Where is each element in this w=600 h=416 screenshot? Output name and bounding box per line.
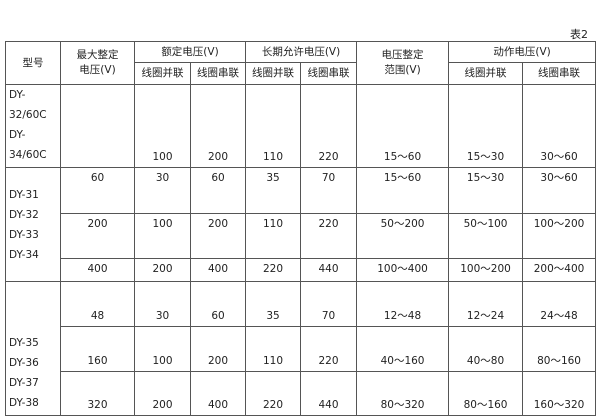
header-model: 型号 [5, 41, 61, 85]
model-name: DY-36 [9, 357, 39, 369]
cell-max: 200 [60, 213, 135, 259]
table-row: 160 100 200 110 220 40～160 40～80 80～160 [6, 326, 597, 372]
header-rated-voltage: 额定电压(V) [133, 41, 247, 63]
cell-long-parallel: 110 [245, 326, 302, 372]
cell-op-parallel: 15～30 [448, 84, 524, 168]
cell-long-parallel: 110 [245, 84, 302, 168]
cell-rated-series: 60 [189, 281, 247, 327]
table-row: DY-32/60C DY-34/60C 100 200 110 220 15～60… [5, 84, 597, 168]
cell-range: 15～60 [356, 84, 450, 168]
cell-long-series: 220 [300, 213, 358, 259]
subheader-op-series: 线圈串联 [522, 62, 597, 85]
cell-long-series: 440 [300, 258, 358, 282]
cell-op-parallel: 80～160 [448, 371, 524, 416]
cell-rated-series: 400 [189, 258, 247, 282]
subheader-rated-parallel: 线圈并联 [134, 62, 191, 85]
cell-long-series: 220 [300, 84, 358, 168]
table-row: 200 100 200 110 220 50～200 50～100 100～20… [6, 213, 597, 259]
cell-rated-parallel: 100 [134, 213, 191, 259]
header-max-setting-voltage: 最大整定电压(V) [60, 41, 135, 85]
cell-op-series: 160～320 [522, 371, 597, 416]
cell-long-parallel: 220 [245, 371, 302, 416]
cell-rated-parallel: 100 [134, 84, 191, 168]
cell-long-parallel: 35 [245, 281, 302, 327]
cell-op-series: 100～200 [522, 213, 597, 259]
header-line: 电压整定 [381, 49, 424, 61]
model-name: DY-31 [9, 188, 39, 201]
relay-spec-table: 型号 最大整定电压(V) 额定电压(V) 长期允许电压(V) 电压整定范围(V)… [5, 41, 597, 416]
cell-range: 100～400 [356, 258, 450, 282]
model-name: DY-37 [9, 377, 39, 389]
cell-max: 160 [60, 326, 135, 372]
cell-long-series: 70 [300, 281, 358, 327]
model-cell: DY-35 DY-36 DY-37 DY-38 [5, 281, 61, 416]
table-row: 400 200 400 220 440 100～400 100～200 200～… [6, 258, 597, 282]
model-name: DY-38 [9, 397, 39, 409]
subheader-long-parallel: 线圈并联 [245, 62, 302, 85]
table-row: DY-31 DY-32 DY-33 DY-34 60 30 60 35 70 15～6… [5, 167, 597, 282]
cell-long-parallel: 220 [245, 258, 302, 282]
header-line: 最大整定 [76, 49, 119, 61]
table-caption: 表2 [570, 28, 588, 41]
cell-max: 48 [60, 281, 135, 327]
cell-rated-parallel: 200 [134, 371, 191, 416]
header-long-term-voltage: 长期允许电压(V) [245, 41, 358, 63]
model-cell: DY-32/60C DY-34/60C [5, 84, 61, 168]
cell-op-parallel: 15～30 [448, 167, 524, 214]
cell-max: 60 [60, 167, 135, 214]
cell-range: 15～60 [356, 167, 450, 214]
cell-long-parallel: 110 [245, 213, 302, 259]
table-row: DY-35 DY-36 DY-37 DY-38 48 30 60 35 70 12～4… [5, 281, 597, 416]
cell-op-series: 24～48 [522, 281, 597, 327]
cell-range: 80～320 [356, 371, 450, 416]
cell-rated-parallel: 200 [134, 258, 191, 282]
cell-op-parallel: 50～100 [448, 213, 524, 259]
model-name: DY-34/60C [9, 129, 47, 161]
cell-op-series: 200～400 [522, 258, 597, 282]
cell-op-series: 80～160 [522, 326, 597, 372]
cell-max [60, 84, 135, 168]
model-name: DY-34 [9, 248, 39, 261]
cell-rated-series: 400 [189, 371, 247, 416]
model-name: DY-32/60C [9, 89, 47, 121]
model-name: DY-32 [9, 208, 39, 221]
cell-rated-parallel: 30 [134, 281, 191, 327]
cell-rated-series: 200 [189, 326, 247, 372]
cell-rated-series: 60 [189, 167, 247, 214]
subheader-long-series: 线圈串联 [300, 62, 358, 85]
cell-long-series: 220 [300, 326, 358, 372]
model-cell: DY-31 DY-32 DY-33 DY-34 [5, 167, 61, 282]
header-line: 电压(V) [79, 64, 116, 76]
model-name: DY-35 [9, 337, 39, 349]
cell-range: 40～160 [356, 326, 450, 372]
cell-long-parallel: 35 [245, 167, 302, 214]
cell-op-series: 30～60 [522, 84, 597, 168]
table-row: 320 200 400 220 440 80～320 80～160 160～32… [6, 371, 597, 416]
header-setting-range: 电压整定范围(V) [356, 41, 450, 85]
subheader-rated-series: 线圈串联 [189, 62, 247, 85]
cell-rated-parallel: 100 [134, 326, 191, 372]
cell-range: 12～48 [356, 281, 450, 327]
header-operating-voltage: 动作电压(V) [448, 41, 597, 63]
model-name: DY-33 [9, 228, 39, 241]
cell-op-parallel: 100～200 [448, 258, 524, 282]
cell-max: 320 [60, 371, 135, 416]
cell-long-series: 440 [300, 371, 358, 416]
cell-rated-series: 200 [189, 213, 247, 259]
cell-long-series: 70 [300, 167, 358, 214]
cell-rated-series: 200 [189, 84, 247, 168]
cell-op-series: 30～60 [522, 167, 597, 214]
header-line: 范围(V) [384, 64, 421, 76]
cell-op-parallel: 40～80 [448, 326, 524, 372]
cell-range: 50～200 [356, 213, 450, 259]
cell-max: 400 [60, 258, 135, 282]
subheader-op-parallel: 线圈并联 [448, 62, 524, 85]
cell-op-parallel: 12～24 [448, 281, 524, 327]
cell-rated-parallel: 30 [134, 167, 191, 214]
